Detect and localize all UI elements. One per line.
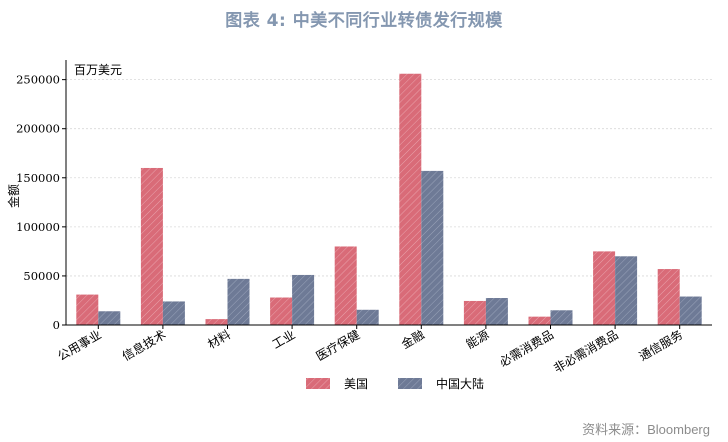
bar-cn-1: [162, 301, 185, 325]
legend-item-us-label: 美国: [344, 377, 368, 391]
legend-item-cn-label: 中国大陆: [436, 376, 484, 391]
bar-us-2: [205, 319, 228, 325]
bar-cn-4: [356, 309, 379, 325]
x-tick-label: 公用事业: [55, 327, 104, 363]
chart-title: 图表 4: 中美不同行业转债发行规模: [225, 11, 503, 31]
source-note: 资料来源：Bloomberg: [582, 422, 710, 437]
bar-cn-0: [98, 311, 121, 325]
bar-us-4: [334, 246, 357, 325]
x-tick-label: 工业: [270, 327, 298, 351]
x-tick-label: 信息技术: [119, 327, 168, 364]
legend-item-cn-swatch: [398, 378, 422, 389]
bar-cn-6: [485, 298, 508, 325]
bars: [76, 73, 702, 325]
bar-cn-9: [679, 296, 702, 325]
bar-us-7: [528, 316, 551, 325]
bar-us-6: [463, 300, 486, 325]
axes: 0 50000 100000 150000 200000 250000 公用事业 信息技术 材料…: [16, 60, 712, 376]
x-tick-label: 医疗保健: [314, 327, 363, 363]
x-tick-label: 材料: [205, 327, 233, 351]
x-tick-label: 能源: [464, 327, 492, 351]
bar-us-8: [593, 251, 616, 325]
bar-us-1: [140, 167, 163, 325]
x-tick-label: 通信服务: [636, 327, 685, 364]
unit-label: 百万美元: [74, 63, 122, 77]
y-tick-label: 250000: [16, 73, 60, 87]
x-tick-label: 必需消费品: [497, 327, 556, 369]
bar-us-0: [76, 294, 99, 325]
y-tick-label: 200000: [16, 122, 60, 136]
y-tick-label: 100000: [16, 220, 60, 234]
y-tick-label: 150000: [16, 171, 60, 185]
x-tick-label: 金融: [399, 327, 427, 352]
y-tick-label: 0: [53, 318, 60, 332]
bar-cn-7: [550, 310, 573, 325]
bar-cn-8: [615, 256, 638, 325]
bar-us-3: [270, 297, 293, 325]
y-axis-label: 金额: [6, 184, 21, 208]
legend-item-us-swatch: [306, 378, 330, 389]
bar-cn-2: [227, 278, 250, 325]
bar-cn-5: [421, 170, 444, 325]
bar-us-9: [657, 269, 680, 325]
y-tick-label: 50000: [23, 269, 60, 283]
x-tick-label: 非必需消费品: [551, 327, 620, 375]
bar-us-5: [399, 73, 422, 325]
bar-cn-3: [292, 274, 315, 325]
legend: 美国 中国大陆: [306, 376, 484, 391]
